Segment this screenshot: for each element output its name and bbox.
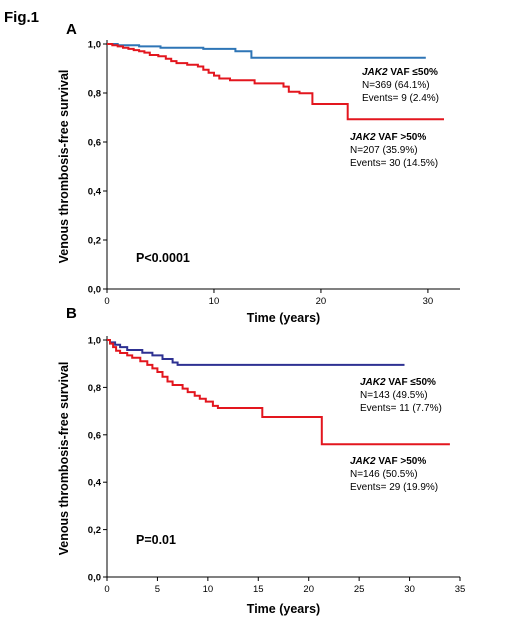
y-tick-label: 1,0 bbox=[88, 336, 101, 347]
legend-series-name: JAK2 VAF ≤50% bbox=[360, 377, 436, 388]
legend-gene-name: JAK2 bbox=[362, 67, 388, 78]
x-tick-label: 10 bbox=[203, 584, 214, 595]
y-tick-label: 0,0 bbox=[88, 285, 101, 296]
legend-gene-name: JAK2 bbox=[350, 456, 376, 467]
legend-series-name: JAK2 VAF ≤50% bbox=[362, 67, 438, 78]
x-tick-label: 30 bbox=[404, 584, 415, 595]
y-tick-label: 0,6 bbox=[88, 430, 101, 441]
legend-vaf-threshold: VAF >50% bbox=[376, 456, 427, 467]
legend-n-count: N=207 (35.9%) bbox=[350, 145, 418, 156]
legend-events-count: Events= 11 (7.7%) bbox=[360, 403, 442, 414]
figure-title: Fig.1 bbox=[4, 9, 39, 26]
y-tick-label: 0,2 bbox=[88, 525, 101, 536]
x-tick-label: 30 bbox=[423, 296, 434, 307]
legend-gene-name: JAK2 bbox=[350, 132, 376, 143]
x-tick-label: 35 bbox=[455, 584, 466, 595]
y-tick-label: 0,4 bbox=[88, 187, 102, 198]
legend-series-name: JAK2 VAF >50% bbox=[350, 132, 426, 143]
panel-label: A bbox=[66, 21, 77, 38]
survival-curve-series-2 bbox=[107, 339, 450, 446]
y-tick-label: 0,2 bbox=[88, 236, 101, 247]
y-tick-label: 0,8 bbox=[88, 89, 101, 100]
x-tick-label: 5 bbox=[155, 584, 160, 595]
y-tick-label: 1,0 bbox=[88, 40, 101, 51]
legend-gene-name: JAK2 bbox=[360, 377, 386, 388]
survival-curve-series-2 bbox=[107, 43, 444, 121]
x-tick-label: 20 bbox=[303, 584, 314, 595]
legend-events-count: Events= 30 (14.5%) bbox=[350, 158, 438, 169]
legend-n-count: N=143 (49.5%) bbox=[360, 390, 428, 401]
legend-vaf-threshold: VAF ≤50% bbox=[386, 377, 436, 388]
y-tick-label: 0,0 bbox=[88, 573, 101, 584]
x-tick-label: 20 bbox=[316, 296, 327, 307]
legend-vaf-threshold: VAF >50% bbox=[376, 132, 427, 143]
legend-events-count: Events= 29 (19.9%) bbox=[350, 482, 438, 493]
x-tick-label: 15 bbox=[253, 584, 264, 595]
x-tick-label: 25 bbox=[354, 584, 365, 595]
panel-label: B bbox=[66, 305, 77, 322]
legend-events-count: Events= 9 (2.4%) bbox=[362, 93, 439, 104]
x-axis-title: Time (years) bbox=[247, 311, 320, 325]
survival-curve-series-1 bbox=[107, 43, 426, 59]
legend-n-count: N=369 (64.1%) bbox=[362, 80, 430, 91]
y-axis-title: Venous thrombosis-free survival bbox=[57, 362, 71, 556]
x-tick-label: 0 bbox=[104, 296, 109, 307]
y-tick-label: 0,4 bbox=[88, 478, 102, 489]
survival-curve-series-1 bbox=[107, 339, 405, 366]
x-axis-title: Time (years) bbox=[247, 602, 320, 616]
x-tick-label: 10 bbox=[209, 296, 220, 307]
y-axis-title: Venous thrombosis-free survival bbox=[57, 70, 71, 264]
legend-series-name: JAK2 VAF >50% bbox=[350, 456, 426, 467]
legend-n-count: N=146 (50.5%) bbox=[350, 469, 418, 480]
x-tick-label: 0 bbox=[104, 584, 109, 595]
y-tick-label: 0,6 bbox=[88, 138, 101, 149]
legend-vaf-threshold: VAF ≤50% bbox=[388, 67, 438, 78]
y-tick-label: 0,8 bbox=[88, 383, 101, 394]
p-value: P<0.0001 bbox=[136, 251, 190, 265]
panel-b: B 0,0 0,2 0,4 0,6 0,8 1,0 0 5 10 15 20 25 30 35 Time (y… bbox=[57, 305, 465, 616]
p-value: P=0.01 bbox=[136, 533, 176, 547]
panel-a: A 0,0 0,2 0,4 0,6 0,8 1,0 0 10 20 30 Time (years) Ve… bbox=[57, 21, 460, 325]
